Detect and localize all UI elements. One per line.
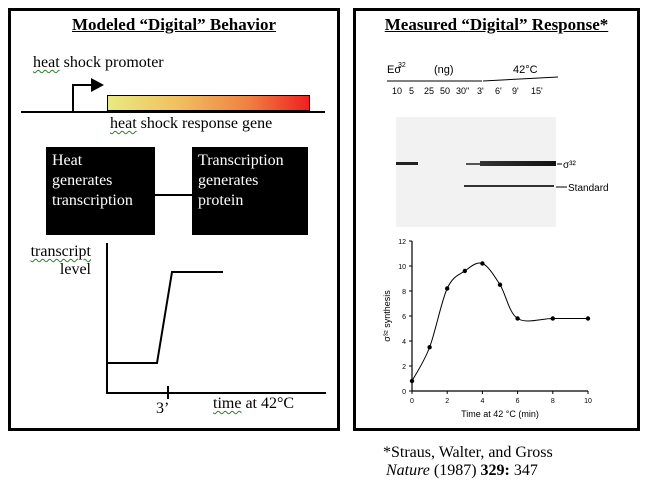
box1-line: Heat bbox=[52, 152, 83, 169]
box2-line: Transcription bbox=[198, 152, 284, 169]
y-axis-label-line1: transcript bbox=[30, 243, 91, 260]
citation-journal: Nature bbox=[386, 462, 430, 479]
chart-y-tick-label: 2 bbox=[402, 364, 406, 371]
chart-y-tick-label: 8 bbox=[402, 289, 406, 296]
gene-label-word: heat bbox=[110, 115, 137, 132]
chart-point bbox=[585, 316, 591, 321]
transcription-protein-box: Transcription generates protein bbox=[192, 147, 308, 235]
promoter-arrow-icon bbox=[72, 78, 104, 111]
x-axis-label: time at 42°C bbox=[213, 395, 294, 413]
gel-lane-label: 3' bbox=[477, 86, 484, 96]
chart-point bbox=[462, 268, 467, 274]
box1-line: transcription bbox=[52, 192, 133, 209]
chart-x-tick-label: 0 bbox=[410, 398, 414, 405]
chart-point bbox=[409, 378, 415, 384]
x-axis-label-word: time bbox=[213, 395, 242, 412]
gel-image: Eσ 32 (ng) 42°C 10 5 25 50 30" 3' 6' 9' 15' σ³² … bbox=[387, 62, 609, 227]
citation-page: 347 bbox=[509, 462, 538, 479]
box2-line: generates bbox=[198, 172, 259, 189]
promoter-label: heat shock promoter bbox=[33, 54, 164, 72]
gel-background bbox=[396, 117, 556, 227]
gel-band bbox=[396, 162, 418, 165]
chart-point bbox=[445, 286, 450, 291]
gel-lane-label: 10 bbox=[392, 86, 402, 96]
heat-transcription-box: Heat generates transcription bbox=[46, 147, 155, 235]
gel-header-temp: 42°C bbox=[513, 64, 538, 76]
chart-x-tick-label: 2 bbox=[445, 398, 449, 405]
gene-label: heat shock response gene bbox=[110, 115, 272, 133]
chart-y-tick-label: 6 bbox=[402, 314, 406, 321]
box2-line: protein bbox=[198, 192, 244, 209]
gel-lane-label: 5 bbox=[409, 86, 414, 96]
modeled-behavior-panel: Modeled “Digital” Behavior heat shock pr… bbox=[8, 8, 340, 431]
gel-lane-label: 25 bbox=[424, 86, 434, 96]
chart-x-tick-label: 10 bbox=[584, 398, 592, 405]
citation-year: (1987) bbox=[429, 462, 481, 479]
chart-y-tick-label: 4 bbox=[402, 339, 406, 346]
chart-y-tick-label: 12 bbox=[398, 239, 406, 246]
x-axis-label-rest: at 42°C bbox=[241, 395, 295, 412]
y-axis-label: transcript level bbox=[19, 243, 91, 279]
modeled-step-plot bbox=[106, 243, 326, 399]
modeled-title: Modeled “Digital” Behavior bbox=[72, 15, 276, 34]
gel-header-units: (ng) bbox=[434, 64, 454, 76]
synthesis-timecourse-chart: 0 2 4 6 8 10 12 0 2 4 6 8 10 σ³² synthesis Time at 42 … bbox=[382, 239, 592, 419]
gel-lane-label: 15' bbox=[531, 86, 543, 96]
chart-point bbox=[427, 345, 432, 350]
promoter-label-word: heat bbox=[33, 54, 60, 71]
measured-response-panel: Measured “Digital” Response* Eσ 32 (ng) … bbox=[353, 8, 640, 431]
citation-volume: 329: bbox=[480, 462, 510, 479]
chart-point bbox=[497, 282, 503, 287]
chart-x-tick-label: 4 bbox=[480, 398, 484, 405]
measured-title: Measured “Digital” Response* bbox=[384, 15, 609, 34]
citation-line1: *Straus, Walter, and Gross bbox=[383, 444, 553, 461]
gel-band bbox=[466, 163, 480, 165]
chart-series-line bbox=[411, 262, 588, 382]
y-axis-label-line2: level bbox=[59, 261, 91, 278]
gene-bar bbox=[107, 95, 310, 111]
gel-lane-label: 50 bbox=[440, 86, 450, 96]
tick-label: 3’ bbox=[156, 400, 170, 417]
chart-x-tick-label: 8 bbox=[551, 398, 555, 405]
gel-band-label-sigma: σ³² bbox=[563, 160, 577, 171]
chart-y-label: σ³² synthesis bbox=[382, 290, 392, 342]
chart-y-tick-label: 0 bbox=[402, 389, 406, 396]
chart-point bbox=[550, 316, 555, 321]
gel-band bbox=[464, 185, 554, 187]
promoter-label-rest: shock promoter bbox=[59, 54, 164, 71]
step-curve bbox=[107, 271, 223, 364]
citation-line2: Nature (1987) 329: 347 bbox=[386, 462, 538, 480]
gel-lane-label: 6' bbox=[495, 86, 502, 96]
gel-lane-label: 9' bbox=[512, 86, 519, 96]
gel-header-sup: 32 bbox=[398, 62, 406, 69]
dna-line bbox=[21, 111, 325, 113]
gene-label-rest: shock response gene bbox=[136, 115, 273, 132]
gel-lane-labels: 10 5 25 50 30" 3' 6' 9' 15' bbox=[392, 86, 543, 96]
box-connector bbox=[155, 194, 192, 196]
gel-header-enzyme: Eσ bbox=[387, 64, 401, 76]
gel-band-label-standard: Standard bbox=[568, 183, 609, 194]
gel-lane-label: 30" bbox=[456, 86, 469, 96]
gel-band bbox=[480, 161, 556, 166]
chart-x-tick-label: 6 bbox=[516, 398, 520, 405]
chart-y-tick-label: 10 bbox=[398, 264, 406, 271]
chart-x-label: Time at 42 °C (min) bbox=[461, 409, 539, 419]
chart-point bbox=[480, 261, 485, 266]
box1-line: generates bbox=[52, 172, 113, 189]
chart-point bbox=[515, 316, 520, 321]
